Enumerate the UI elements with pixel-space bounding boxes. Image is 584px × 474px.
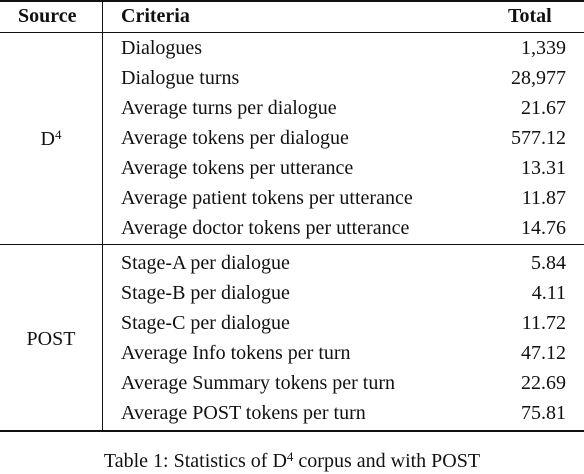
row-total: 14.76 — [521, 217, 566, 239]
source-d4-text: D — [40, 128, 55, 150]
row-criteria: Average turns per dialogue — [121, 97, 337, 119]
row-criteria: Average tokens per utterance — [121, 157, 354, 179]
table-header-rule — [0, 32, 584, 33]
row-total: 11.87 — [521, 187, 566, 209]
table-row: Stage-A per dialogue 5.84 — [0, 248, 584, 278]
row-total: 11.72 — [521, 312, 566, 334]
row-total: 21.67 — [521, 97, 566, 119]
table-top-rule — [0, 0, 584, 2]
source-d4-superscript: 4 — [54, 127, 62, 142]
table-column-divider — [102, 0, 103, 431]
row-total: 75.81 — [521, 402, 566, 424]
row-total: 1,339 — [521, 37, 566, 59]
row-total: 47.12 — [521, 342, 566, 364]
row-total: 22.69 — [521, 372, 566, 394]
table-bottom-rule — [0, 430, 584, 432]
table-row: Average Info tokens per turn 47.12 — [0, 338, 584, 368]
table-row: Average patient tokens per utterance 11.… — [0, 183, 584, 213]
source-d4-label: D4 — [0, 126, 102, 152]
row-criteria: Stage-B per dialogue — [121, 282, 290, 304]
row-criteria: Average tokens per dialogue — [121, 127, 349, 149]
table-row: Average Summary tokens per turn 22.69 — [0, 368, 584, 398]
header-criteria: Criteria — [121, 5, 190, 27]
source-post-label: POST — [26, 328, 76, 350]
row-criteria: Stage-A per dialogue — [121, 252, 290, 274]
row-criteria: Average Summary tokens per turn — [121, 372, 395, 394]
table-group-rule — [0, 244, 584, 245]
row-total: 577.12 — [511, 127, 566, 149]
row-total: 28,977 — [511, 67, 566, 89]
table-row: Average tokens per dialogue 577.12 — [0, 123, 584, 153]
row-criteria: Average patient tokens per utterance — [121, 187, 413, 209]
table-row: Stage-C per dialogue 11.72 — [0, 308, 584, 338]
table-row: Dialogues 1,339 — [0, 33, 584, 63]
header-total: Total — [508, 5, 552, 27]
table-row: Average tokens per utterance 13.31 — [0, 153, 584, 183]
table-row: Average turns per dialogue 21.67 — [0, 93, 584, 123]
caption-superscript: 4 — [286, 449, 294, 464]
caption-text-before: Table 1: Statistics of D — [103, 450, 287, 472]
header-source: Source — [18, 5, 77, 27]
table-row: Stage-B per dialogue 4.11 — [0, 278, 584, 308]
row-total: 4.11 — [531, 282, 566, 304]
row-total: 13.31 — [521, 157, 566, 179]
table-caption: Table 1: Statistics of D4 corpus and wit… — [0, 448, 584, 474]
row-criteria: Average doctor tokens per utterance — [121, 217, 410, 239]
table-row: Average POST tokens per turn 75.81 — [0, 398, 584, 428]
caption-text-after: corpus and with POST — [293, 450, 481, 472]
row-criteria: Dialogues — [121, 37, 203, 59]
table-row: Average doctor tokens per utterance 14.7… — [0, 213, 584, 243]
row-criteria: Dialogue turns — [121, 67, 240, 89]
row-criteria: Average Info tokens per turn — [121, 342, 351, 364]
row-criteria: Average POST tokens per turn — [121, 402, 366, 424]
table-row: Dialogue turns 28,977 — [0, 63, 584, 93]
row-total: 5.84 — [531, 252, 566, 274]
row-criteria: Stage-C per dialogue — [121, 312, 290, 334]
